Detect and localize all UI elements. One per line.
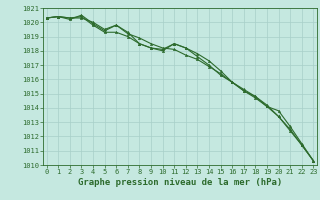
X-axis label: Graphe pression niveau de la mer (hPa): Graphe pression niveau de la mer (hPa) — [78, 178, 282, 187]
